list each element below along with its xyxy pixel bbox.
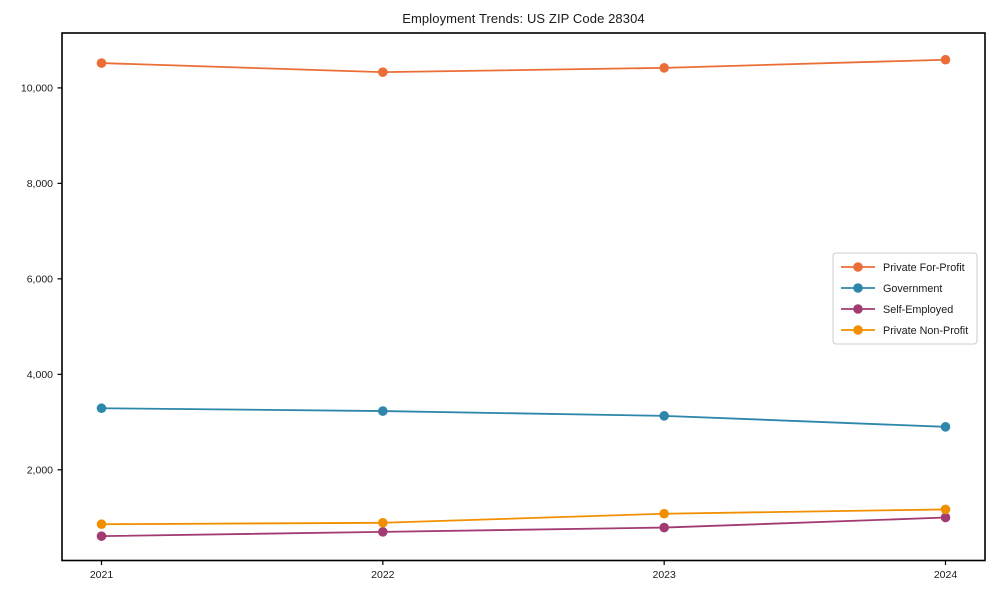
series-line-private-for-profit: [101, 58, 946, 74]
legend-item: Government: [841, 283, 942, 295]
legend-marker-swatch: [853, 325, 863, 335]
data-point-government: [659, 411, 669, 421]
data-point-private-for-profit: [940, 54, 951, 65]
plot-frame: [61, 32, 986, 562]
legend-label: Self-Employed: [883, 304, 953, 316]
data-point-private-for-profit: [659, 63, 669, 73]
legend-item: Private For-Profit: [841, 262, 965, 274]
y-axis-tick-label: 2,000: [27, 465, 53, 477]
x-axis-tick-label: 2022: [371, 569, 395, 581]
data-point-private-non-profit: [378, 517, 388, 528]
y-axis-tick-label: 6,000: [27, 274, 53, 286]
legend-label: Government: [883, 283, 942, 295]
y-axis-tick-label: 4,000: [27, 369, 53, 381]
legend-marker-swatch: [853, 304, 863, 314]
legend: Private For-Profit Government Self-Employe…: [832, 252, 978, 345]
data-point-government: [378, 406, 388, 416]
x-axis-tick-label: 2024: [934, 569, 958, 581]
x-axis-tick-label: 2023: [652, 569, 676, 581]
data-point-government: [940, 422, 951, 432]
chart-title: Employment Trends: US ZIP Code 28304: [402, 11, 645, 26]
y-axis-tick-label: 10,000: [21, 83, 53, 95]
legend-label: Private Non-Profit: [883, 325, 968, 337]
legend-item: Private Non-Profit: [841, 325, 968, 337]
data-point-private-for-profit: [96, 58, 107, 68]
legend-box: [832, 252, 978, 345]
series-line-government: [101, 407, 946, 428]
legend-item: Self-Employed: [841, 304, 953, 316]
data-point-self-employed: [940, 512, 951, 523]
y-axis-tick-label: 8,000: [27, 178, 53, 190]
series-line-private-non-profit: [101, 508, 946, 526]
data-point-self-employed: [378, 527, 388, 537]
legend-marker-swatch: [853, 283, 863, 293]
data-point-private-non-profit: [659, 508, 669, 519]
legend-label: Private For-Profit: [883, 262, 965, 274]
series-line-self-employed: [101, 516, 946, 538]
data-point-self-employed: [659, 522, 669, 533]
data-point-private-for-profit: [378, 67, 388, 77]
data-point-private-non-profit: [96, 519, 107, 530]
legend-marker-swatch: [853, 262, 863, 272]
data-point-government: [96, 403, 107, 414]
data-point-self-employed: [96, 531, 107, 541]
x-axis-tick-label: 2021: [90, 569, 114, 581]
data-point-private-non-profit: [940, 504, 951, 515]
